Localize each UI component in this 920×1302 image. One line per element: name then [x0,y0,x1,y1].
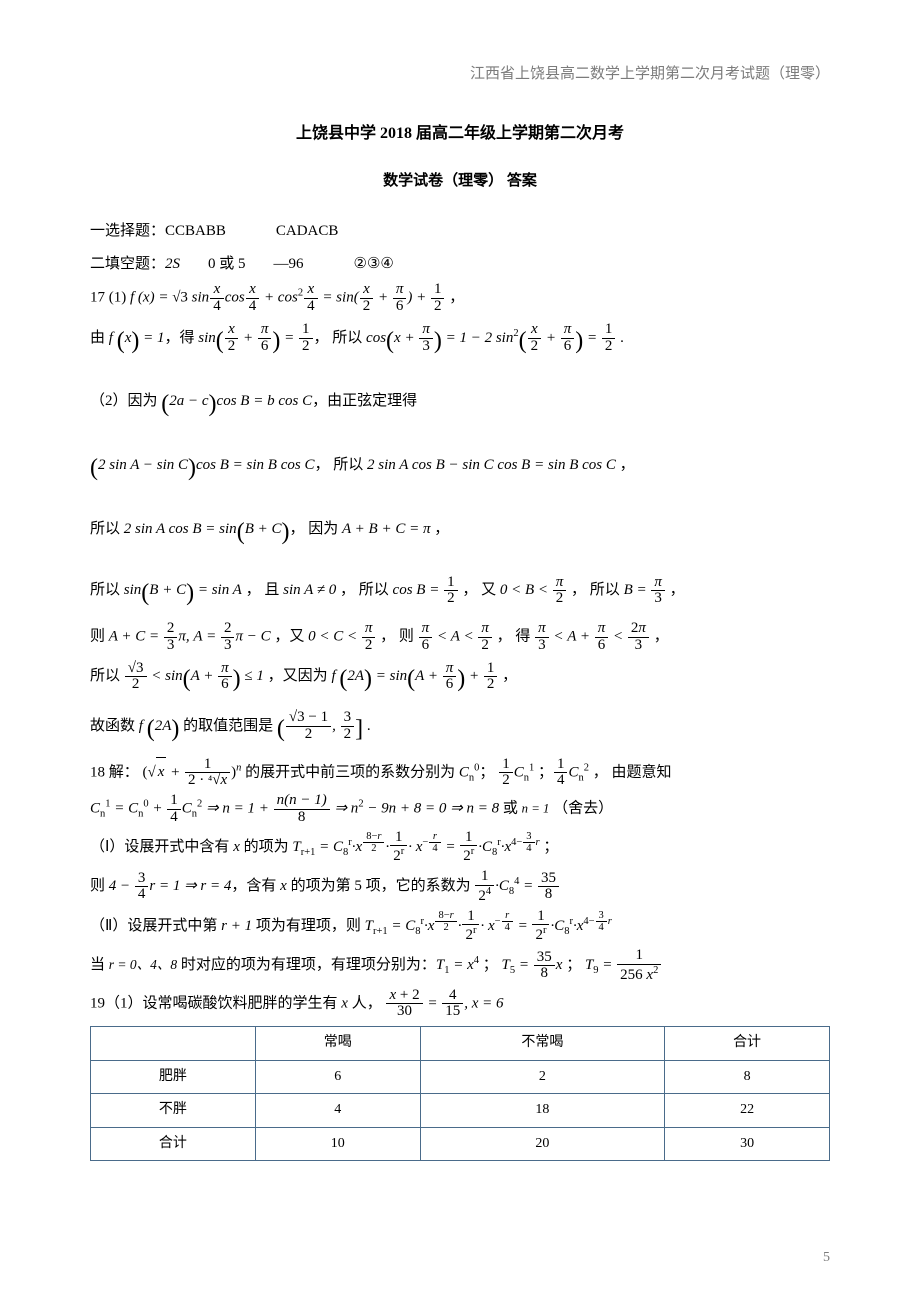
q18-p2-label: （Ⅱ）设展开式中第 [90,918,217,934]
text-so-6: 所以 [90,668,120,684]
q17-2-line1: （2）因为 (2a − c)cos B = b cos C，由正弦定理得 [90,382,830,428]
fill-line: 二填空题：2S0 或 5—96②③④ [90,250,830,279]
table-cell: 30 [665,1127,830,1161]
table-cell: 2 [420,1060,664,1094]
table-cell: 不胖 [91,1094,256,1128]
mc-label: 一选择题： [90,223,165,239]
text-so-1: 所以 [333,457,363,473]
q18-expand-intro: 的展开式中前三项的系数分别为 [245,764,455,780]
table-row: 合计 10 20 30 [91,1127,830,1161]
text-so-5: 所以 [590,582,620,598]
q18-when-vals: r = 0、4、8 [109,957,177,972]
mc-line: 一选择题：CCBABB CADACB [90,217,830,246]
table-header-row: 常喝 不常喝 合计 [91,1027,830,1061]
fill-a4: ②③④ [354,256,394,272]
mc-ans-2: CADACB [276,223,339,239]
title-main: 上饶县中学 2018 届高二年级上学期第二次月考 [90,119,830,149]
q18-part2-line1: （Ⅱ）设展开式中第 r + 1 项为有理项，则 Tr+1 = C8r·x8−r2… [90,909,830,945]
text-and: 且 [264,582,279,598]
text-so-4: 所以 [359,582,389,598]
q18-by-problem: 由题意知 [612,764,672,780]
table-cell: 20 [420,1127,664,1161]
q18-line2: Cn1 = Cn0 + 14Cn2 ⇒ n = 1 + n(n − 1)8 ⇒ … [90,793,830,826]
table-cell: 合计 [91,1127,256,1161]
mc-ans-1: CCBABB [165,223,226,239]
q18-label: 18 解： [90,764,139,780]
q18-part1-line1: （Ⅰ）设展开式中含有 x 的项为 Tr+1 = C8r·x8−r2·12r· x… [90,830,830,866]
table-cell: 常喝 [255,1027,420,1061]
q17-label: 17 (1) [90,290,126,306]
q17-2-line6: 所以 √32 < sin(A + π6) ≤ 1 ，又因为 f (2A) = s… [90,657,830,703]
q17-2-line5: 则 A + C = 23π, A = 23π − C ，又 0 < C < π2… [90,621,830,654]
table-row: 不胖 4 18 22 [91,1094,830,1128]
text-because-1: 因为 [308,521,338,537]
table-row: 肥胖 6 2 8 [91,1060,830,1094]
text-by-sine: ，由正弦定理得 [312,393,417,409]
q18-or: 或 [503,801,518,817]
fill-a2: 0 或 5 [208,256,246,272]
q18-then: 则 [90,878,105,894]
text-so-2: 所以 [90,521,120,537]
text-again-2: 又 [289,629,304,645]
q18-when: 当 [90,957,105,973]
header-source: 江西省上饶县高二数学上学期第二次月考试题（理零） [90,60,830,89]
table-cell: 22 [665,1094,830,1128]
table-cell [91,1027,256,1061]
q18-p1-label: （Ⅰ）设展开式中含有 [90,839,229,855]
table-cell: 6 [255,1060,420,1094]
table-cell: 18 [420,1094,664,1128]
text-range-is: 的取值范围是 [183,718,273,734]
table-cell: 肥胖 [91,1060,256,1094]
text-get: 得 [515,629,530,645]
title-sub: 数学试卷（理零） 答案 [90,167,830,196]
text-also-because: 又因为 [283,668,328,684]
fill-label: 二填空题： [90,256,165,272]
page-number: 5 [823,1245,830,1272]
q17-2-label: （2）因为 [90,393,158,409]
q17-2-line7: 故函数 f (2A) 的取值范围是 (√3 − 12, 32] . [90,707,830,753]
q17-2-line2: (2 sin A − sin C)cos B = sin B cos C， 所以… [90,446,830,492]
q18-p2-label2: 项为有理项，则 [256,918,361,934]
q18-part2-line2: 当 r = 0、4、8 时对应的项为有理项，有理项分别为：T1 = x4 ； T… [90,948,830,984]
q17-2-line3: 所以 2 sin A cos B = sin(B + C)， 因为 A + B … [90,510,830,556]
text-range-label: 故函数 [90,718,135,734]
q18-coef-l1: ，含有 [231,878,276,894]
q17-1-line1: 17 (1) f (x) = √3 sinx4cosx4 + cos2x4 = … [90,282,830,315]
text-then-2: 则 [399,629,414,645]
table-cell: 8 [665,1060,830,1094]
q19-label: 19（1）设常喝碳酸饮料肥胖的学生有 [90,995,338,1011]
table-cell: 不常喝 [420,1027,664,1061]
text-then: 则 [90,629,105,645]
table-cell: 4 [255,1094,420,1128]
q17-2-line4: 所以 sin(B + C) = sin A ， 且 sin A ≠ 0 ， 所以… [90,571,830,617]
q18-line1: 18 解： (√x + 12 · ⁴√x)n 的展开式中前三项的系数分别为 Cn… [90,757,830,790]
text-so-3: 所以 [90,582,120,598]
q18-part1-line2: 则 4 − 34r = 1 ⇒ r = 4，含有 x 的项为第 5 项，它的系数… [90,869,830,905]
fill-a3: —96 [274,256,304,272]
q17-1-line2: 由 f (x) = 1，得 sin(x2 + π6) = 12， 所以 cos(… [90,319,830,365]
q19-line1: 19（1）设常喝碳酸饮料肥胖的学生有 x 人， x + 230 = 415, x… [90,988,830,1021]
q19-label2: 人， [352,995,382,1011]
q18-rational: 时对应的项为有理项，有理项分别为： [181,957,436,973]
table-cell: 合计 [665,1027,830,1061]
contingency-table: 常喝 不常喝 合计 肥胖 6 2 8 不胖 4 18 22 合计 10 20 3… [90,1026,830,1161]
text-again-1: 又 [481,582,496,598]
q18-coef-l2: 的项为第 5 项，它的系数为 [291,878,471,894]
table-cell: 10 [255,1127,420,1161]
q18-discard: （舍去） [553,801,613,817]
q18-p1-label2: 的项为 [244,839,289,855]
